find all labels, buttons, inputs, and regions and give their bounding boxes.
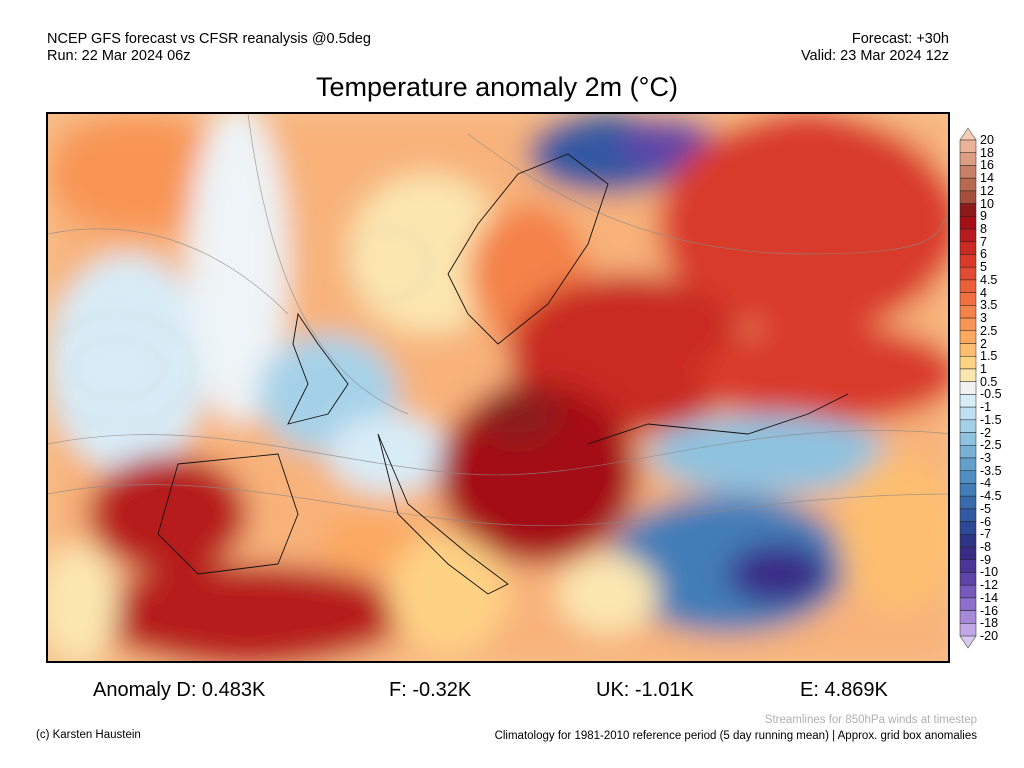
colorbar-box <box>959 521 977 535</box>
stat-anomaly-domain: Anomaly D: 0.483K <box>93 679 266 701</box>
valid-time: Valid: 23 Mar 2024 12z <box>800 48 949 64</box>
colorbar-tick-label: 18 <box>980 145 994 160</box>
colorbar-tick-label: 20 <box>980 133 994 147</box>
colorbar-tick-label: 9 <box>980 209 987 224</box>
colorbar-tick-label: -6 <box>980 514 992 529</box>
colorbar-box <box>959 292 977 306</box>
colorbar-tick-label: 3.5 <box>980 298 998 313</box>
colorbar-tick-label: 7 <box>980 234 987 249</box>
colorbar-tick-label: 12 <box>980 183 994 198</box>
colorbar <box>958 126 978 661</box>
colorbar-tick-label: -2.5 <box>980 438 1002 453</box>
colorbar-tick-label: -1.5 <box>980 412 1002 427</box>
run-time: Run: 22 Mar 2024 06z <box>47 48 191 64</box>
colorbar-tick-label: -7 <box>980 527 992 542</box>
colorbar-box <box>959 559 977 573</box>
colorbar-box <box>959 279 977 293</box>
colorbar-box <box>959 266 977 281</box>
colorbar-tick-label: -12 <box>980 578 999 593</box>
colorbar-box <box>959 432 977 446</box>
colorbar-tick-label: -3 <box>980 451 992 465</box>
stat-europe: E: 4.869K <box>800 679 888 701</box>
colorbar-tick-label: 14 <box>980 171 994 186</box>
colorbar-tick-label: -3.5 <box>980 463 1002 478</box>
colorbar-box <box>959 305 977 319</box>
colorbar-tick-label: 1 <box>980 361 987 376</box>
colorbar-tick-label: 4 <box>980 285 987 300</box>
colorbar-tick-label: 2.5 <box>980 323 998 338</box>
colorbar-tick-label: 10 <box>980 196 994 211</box>
stat-france: F: -0.32K <box>389 679 472 701</box>
colorbar-box <box>959 610 977 624</box>
colorbar-tick-label: -16 <box>980 603 999 618</box>
colorbar-box <box>959 254 977 268</box>
colorbar-box <box>959 406 977 421</box>
colorbar-box <box>959 394 977 408</box>
colorbar-tick-label: 5 <box>980 260 987 275</box>
credit: (c) Karsten Haustein <box>36 729 141 741</box>
colorbar-tick-label: 1.5 <box>980 349 998 364</box>
colorbar-box <box>959 572 977 586</box>
colorbar-tick-label: -2 <box>980 425 992 440</box>
colorbar-tick-label: -9 <box>980 552 992 567</box>
colorbar-over-triangle <box>959 127 977 141</box>
streamlines-note: Streamlines for 850hPa winds at timestep <box>764 714 977 726</box>
colorbar-box <box>959 368 977 382</box>
colorbar-box <box>959 216 977 230</box>
colorbar-box <box>959 445 977 459</box>
model-info: NCEP GFS forecast vs CFSR reanalysis @0.… <box>47 31 371 47</box>
colorbar-tick-label: 8 <box>980 222 987 237</box>
colorbar-box <box>959 534 977 548</box>
colorbar-box <box>959 584 977 599</box>
colorbar-box <box>959 546 977 561</box>
colorbar-tick-label: -4 <box>980 476 992 491</box>
colorbar-tick-label: -20 <box>980 629 999 644</box>
colorbar-tick-label: -4.5 <box>980 489 1002 504</box>
climatology-note: Climatology for 1981-2010 reference peri… <box>494 730 977 742</box>
colorbar-box <box>959 495 977 510</box>
colorbar-box <box>959 597 977 611</box>
colorbar-box <box>959 177 977 192</box>
colorbar-under-triangle <box>959 635 977 649</box>
colorbar-tick-label: -5 <box>980 501 992 516</box>
colorbar-box <box>959 381 977 395</box>
colorbar-box <box>959 203 977 217</box>
colorbar-box <box>959 508 977 522</box>
colorbar-scale <box>959 127 977 649</box>
colorbar-box <box>959 317 977 332</box>
stat-uk: UK: -1.01K <box>596 679 694 701</box>
colorbar-tick-label: -0.5 <box>980 387 1002 402</box>
colorbar-tick-label: -1 <box>980 400 992 415</box>
colorbar-box <box>959 152 977 166</box>
colorbar-box <box>959 470 977 484</box>
colorbar-box <box>959 228 977 243</box>
colorbar-tick-label: 2 <box>980 336 987 351</box>
colorbar-tick-label: -14 <box>980 590 999 605</box>
colorbar-box <box>959 241 977 255</box>
colorbar-box <box>959 190 977 204</box>
anomaly-field <box>48 114 948 661</box>
colorbar-box <box>959 330 977 344</box>
colorbar-box <box>959 419 977 433</box>
colorbar-box <box>959 355 977 370</box>
colorbar-box <box>959 343 977 357</box>
colorbar-box <box>959 457 977 471</box>
colorbar-tick-label: 6 <box>980 247 987 262</box>
colorbar-tick-label: 0.5 <box>980 374 998 389</box>
colorbar-box <box>959 165 977 179</box>
forecast-hour: Forecast: +30h <box>851 31 949 47</box>
map-title: Temperature anomaly 2m (°C) <box>316 72 678 102</box>
temperature-anomaly-map <box>46 112 950 663</box>
colorbar-tick-label: 16 <box>980 158 994 173</box>
colorbar-box <box>959 139 977 153</box>
colorbar-box <box>959 483 977 497</box>
colorbar-tick-label: -8 <box>980 540 992 555</box>
colorbar-tick-label: 4.5 <box>980 272 998 287</box>
colorbar-tick-label: -10 <box>980 565 999 580</box>
colorbar-tick-label: -18 <box>980 616 999 631</box>
colorbar-tick-label: 3 <box>980 311 987 326</box>
colorbar-box <box>959 623 977 637</box>
